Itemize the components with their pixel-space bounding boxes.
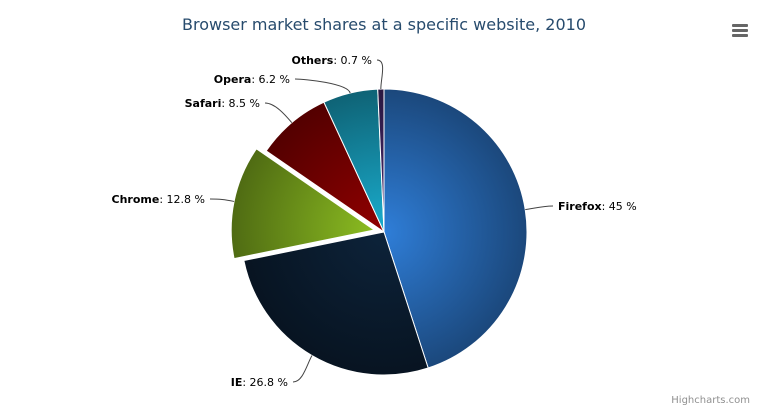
label-opera: Opera: 6.2 % bbox=[214, 73, 290, 86]
label-chrome: Chrome: 12.8 % bbox=[112, 193, 205, 206]
label-firefox: Firefox: 45 % bbox=[558, 200, 637, 213]
label-name: Firefox bbox=[558, 200, 602, 213]
connector-others bbox=[376, 59, 384, 90]
connector-opera bbox=[294, 78, 351, 94]
label-name: Chrome bbox=[112, 193, 160, 206]
chart-title: Browser market shares at a specific webs… bbox=[182, 15, 586, 34]
slice-others[interactable] bbox=[377, 88, 385, 233]
connector-ie bbox=[292, 355, 313, 383]
connector-safari bbox=[264, 102, 293, 124]
label-safari: Safari: 8.5 % bbox=[185, 97, 260, 110]
credits-link[interactable]: Highcharts.com bbox=[671, 395, 750, 406]
connector-firefox bbox=[525, 205, 554, 211]
label-value: : 12.8 % bbox=[159, 193, 205, 206]
slice-firefox[interactable] bbox=[383, 88, 528, 369]
label-others: Others: 0.7 % bbox=[291, 54, 372, 67]
slice-ie[interactable] bbox=[243, 231, 429, 376]
label-value: : 8.5 % bbox=[221, 97, 260, 110]
label-value: : 26.8 % bbox=[242, 376, 288, 389]
hamburger-menu-icon[interactable] bbox=[732, 24, 748, 37]
label-value: : 0.7 % bbox=[333, 54, 372, 67]
data-labels: Firefox: 45 % IE: 26.8 % Chrome: 12.8 % Saf… bbox=[112, 54, 637, 389]
label-name: IE bbox=[231, 376, 243, 389]
connector-chrome bbox=[209, 198, 235, 202]
label-name: Others bbox=[291, 54, 333, 67]
label-value: : 6.2 % bbox=[251, 73, 290, 86]
label-value: : 45 % bbox=[602, 200, 637, 213]
label-name: Opera bbox=[214, 73, 252, 86]
slices bbox=[230, 88, 528, 376]
label-ie: IE: 26.8 % bbox=[231, 376, 288, 389]
label-name: Safari bbox=[185, 97, 222, 110]
